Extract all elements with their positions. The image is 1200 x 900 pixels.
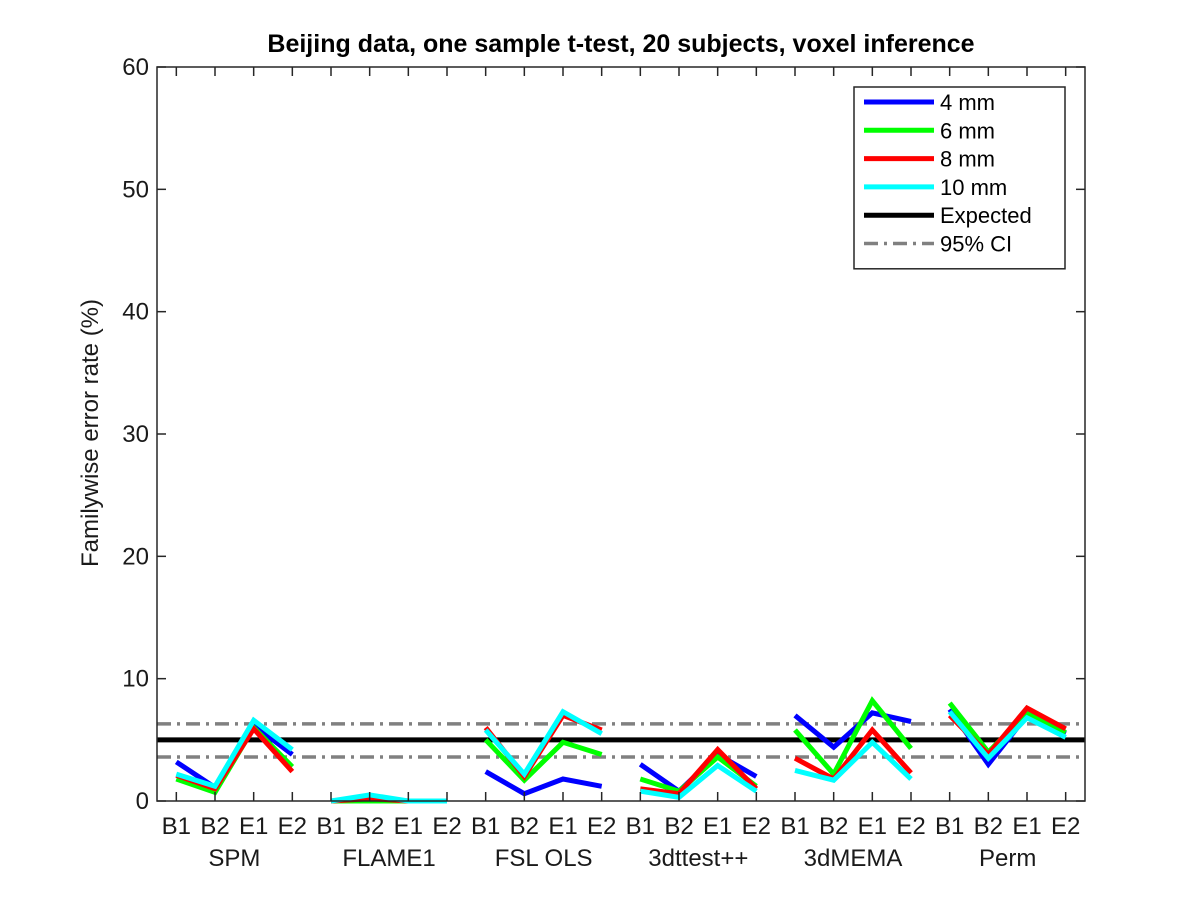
x-tick-label: E2	[896, 813, 925, 840]
series-10mm-group-6	[947, 710, 1067, 762]
group-label: Perm	[979, 845, 1036, 872]
group-label: 3dMEMA	[804, 845, 903, 872]
series-6mm-group-5	[793, 696, 913, 779]
legend-box	[853, 86, 1066, 270]
x-tick-label: B1	[471, 813, 500, 840]
reference-lines	[157, 722, 1085, 759]
x-tick-label: E2	[432, 813, 461, 840]
legend-label: 95% CI	[940, 232, 1012, 257]
series-4mm-group-5	[793, 710, 912, 751]
x-tick-label: E2	[742, 813, 771, 840]
legend-label: Expected	[940, 203, 1032, 228]
x-axis: B1 B2 E1 E2 B1 B2 E1 E2 B1 B2 E1 E2 B1 B2 E1 E2 B1 B2 E1 E2…	[162, 67, 1080, 840]
series-6mm-group-3	[483, 738, 603, 784]
x-tick-label: B1	[316, 813, 345, 840]
chart-title: Beijing data, one sample t-test, 20 subj…	[267, 30, 974, 58]
x-tick-label: E1	[858, 813, 887, 840]
series-10mm-group-3	[483, 708, 603, 779]
x-tick-label: B1	[162, 813, 191, 840]
group-labels: SPM FLAME1 FSL OLS 3dttest++ 3dMEMA Perm	[208, 845, 1036, 872]
y-tick-label: 50	[122, 176, 149, 203]
y-tick-label: 40	[122, 299, 149, 326]
legend: 4 mm 6 mm 8 mm 10 mm Expected 95% CI	[853, 86, 1066, 270]
x-tick-label: B2	[974, 813, 1003, 840]
series-4mm-group-3	[484, 769, 603, 797]
x-tick-label: E2	[278, 813, 307, 840]
x-tick-label: E1	[394, 813, 423, 840]
series-8mm-group-5	[793, 726, 913, 783]
x-tick-label: B2	[510, 813, 539, 840]
y-tick-label: 30	[122, 421, 149, 448]
x-tick-label: B2	[819, 813, 848, 840]
y-tick-label: 0	[136, 788, 149, 815]
group-label: FLAME1	[342, 845, 435, 872]
x-tick-label: B2	[200, 813, 229, 840]
x-tick-label: B1	[935, 813, 964, 840]
group-label: FSL OLS	[495, 845, 593, 872]
group-label: SPM	[208, 845, 260, 872]
legend-label: 4 mm	[940, 90, 995, 115]
y-axis-label: Familywise error rate (%)	[77, 299, 104, 567]
x-tick-label: E1	[703, 813, 732, 840]
group-label: 3dttest++	[648, 845, 748, 872]
y-axis: 0 10 20 30 40 50 60	[122, 54, 1085, 815]
x-tick-label: E2	[587, 813, 616, 840]
x-tick-label: B2	[664, 813, 693, 840]
legend-label: 8 mm	[940, 147, 995, 172]
y-tick-label: 20	[122, 543, 149, 570]
x-tick-label: B1	[626, 813, 655, 840]
series-10mm-group-5	[794, 738, 913, 783]
x-tick-label: E2	[1051, 813, 1080, 840]
x-tick-label: E1	[548, 813, 577, 840]
legend-label: 6 mm	[940, 118, 995, 143]
series-10mm-group-4	[639, 762, 758, 800]
y-tick-label: 60	[122, 54, 149, 81]
x-tick-label: E1	[1012, 813, 1041, 840]
legend-label: 10 mm	[940, 175, 1007, 200]
series-10mm-group-1	[175, 716, 294, 790]
y-tick-label: 10	[122, 666, 149, 693]
series-8mm-group-4	[639, 745, 759, 797]
x-tick-label: B2	[355, 813, 384, 840]
x-tick-label: B1	[780, 813, 809, 840]
x-tick-label: E1	[239, 813, 268, 840]
